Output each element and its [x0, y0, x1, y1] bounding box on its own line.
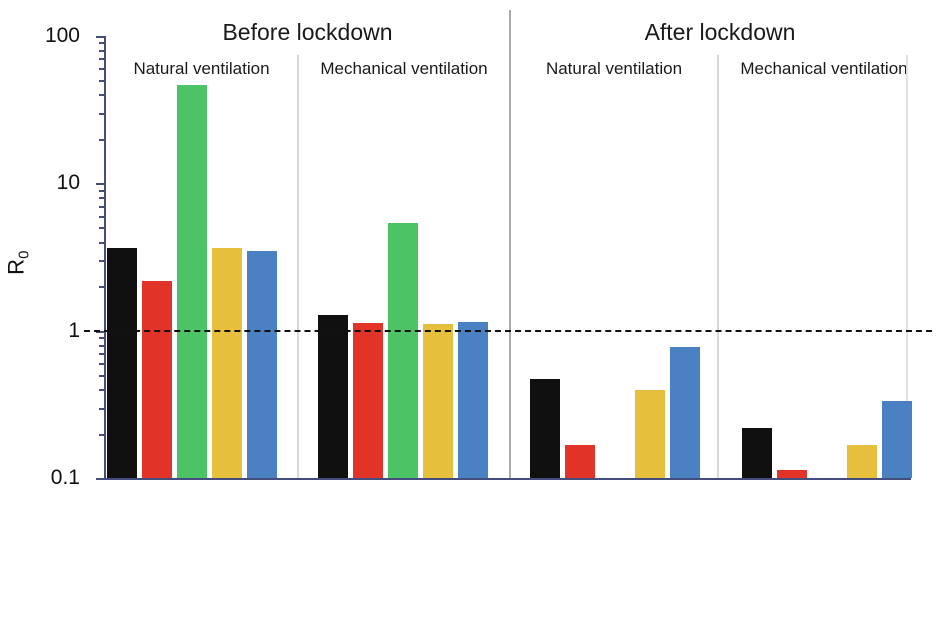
- minor-tick-4: [99, 242, 105, 244]
- minor-tick-3: [99, 260, 105, 262]
- bar-before-lockdown-natural-ventilation-supermarket: [142, 281, 172, 478]
- y-tick-label-1: 1: [68, 319, 80, 342]
- section-title-before-lockdown: Before lockdown: [222, 19, 393, 45]
- minor-tick-50: [99, 80, 105, 82]
- bar-after-lockdown-mechanical-ventilation-pharmacy: [742, 428, 772, 478]
- bar-before-lockdown-mechanical-ventilation-pharmacy: [318, 315, 348, 478]
- y-axis-title-main: R: [3, 258, 29, 275]
- y-tick-label-100: 100: [44, 24, 80, 47]
- minor-tick-9: [99, 190, 105, 192]
- minor-tick-80: [99, 50, 105, 52]
- minor-tick-0.30000000000000004: [99, 408, 105, 410]
- y-axis-line: [104, 36, 106, 479]
- section-title-after-lockdown: After lockdown: [644, 19, 796, 45]
- bar-before-lockdown-mechanical-ventilation-post-office: [423, 324, 453, 478]
- bar-after-lockdown-mechanical-ventilation-bank: [882, 401, 912, 478]
- bar-before-lockdown-natural-ventilation-pharmacy: [107, 248, 137, 478]
- y-axis-title-sub: 0: [15, 250, 33, 259]
- lockdown-divider: [509, 10, 511, 479]
- minor-tick-0.5: [99, 375, 105, 377]
- major-tick-0.1: [96, 478, 105, 480]
- bar-after-lockdown-natural-ventilation-post-office: [635, 390, 665, 478]
- x-axis-line: [104, 478, 911, 480]
- minor-tick-30: [99, 113, 105, 115]
- bar-before-lockdown-natural-ventilation-restaurant: [177, 85, 207, 478]
- bar-before-lockdown-mechanical-ventilation-restaurant: [388, 223, 418, 478]
- bar-after-lockdown-mechanical-ventilation-post-office: [847, 445, 877, 478]
- major-tick-10: [96, 183, 105, 185]
- minor-tick-5: [99, 227, 105, 229]
- minor-tick-2: [99, 286, 105, 288]
- bar-before-lockdown-natural-ventilation-post-office: [212, 248, 242, 478]
- bar-after-lockdown-mechanical-ventilation-supermarket: [777, 470, 807, 478]
- y-tick-label-10: 10: [56, 171, 80, 194]
- subtitle-before-mechanical: Mechanical ventilation: [320, 59, 488, 78]
- major-tick-100: [96, 36, 105, 38]
- minor-tick-6: [99, 216, 105, 218]
- bar-before-lockdown-mechanical-ventilation-bank: [458, 322, 488, 478]
- bar-before-lockdown-mechanical-ventilation-supermarket: [353, 323, 383, 478]
- reference-line-r0-1: [84, 330, 932, 332]
- major-tick-1: [96, 331, 105, 333]
- minor-tick-0.9: [99, 337, 105, 339]
- minor-tick-70: [99, 58, 105, 60]
- bar-after-lockdown-natural-ventilation-bank: [670, 347, 700, 478]
- subtitle-before-natural: Natural ventilation: [133, 59, 270, 78]
- minor-tick-0.6000000000000001: [99, 363, 105, 365]
- minor-tick-40: [99, 94, 105, 96]
- bar-before-lockdown-natural-ventilation-bank: [247, 251, 277, 478]
- minor-tick-8: [99, 197, 105, 199]
- minor-tick-7: [99, 206, 105, 208]
- y-tick-label-0.1: 0.1: [50, 466, 80, 489]
- plot-right-edge: [906, 55, 908, 479]
- minor-tick-0.7000000000000001: [99, 353, 105, 355]
- bar-after-lockdown-natural-ventilation-supermarket: [565, 445, 595, 478]
- subtitle-after-mechanical: Mechanical ventilation: [740, 59, 908, 78]
- ventilation-divider: [297, 55, 299, 479]
- minor-tick-60: [99, 68, 105, 70]
- minor-tick-0.4: [99, 389, 105, 391]
- minor-tick-0.2: [99, 434, 105, 436]
- subtitle-after-natural: Natural ventilation: [545, 59, 683, 78]
- bar-after-lockdown-natural-ventilation-pharmacy: [530, 379, 560, 478]
- y-axis-title: R0: [3, 233, 32, 293]
- minor-tick-0.8: [99, 345, 105, 347]
- minor-tick-90: [99, 42, 105, 44]
- minor-tick-20: [99, 139, 105, 141]
- ventilation-divider: [717, 55, 719, 479]
